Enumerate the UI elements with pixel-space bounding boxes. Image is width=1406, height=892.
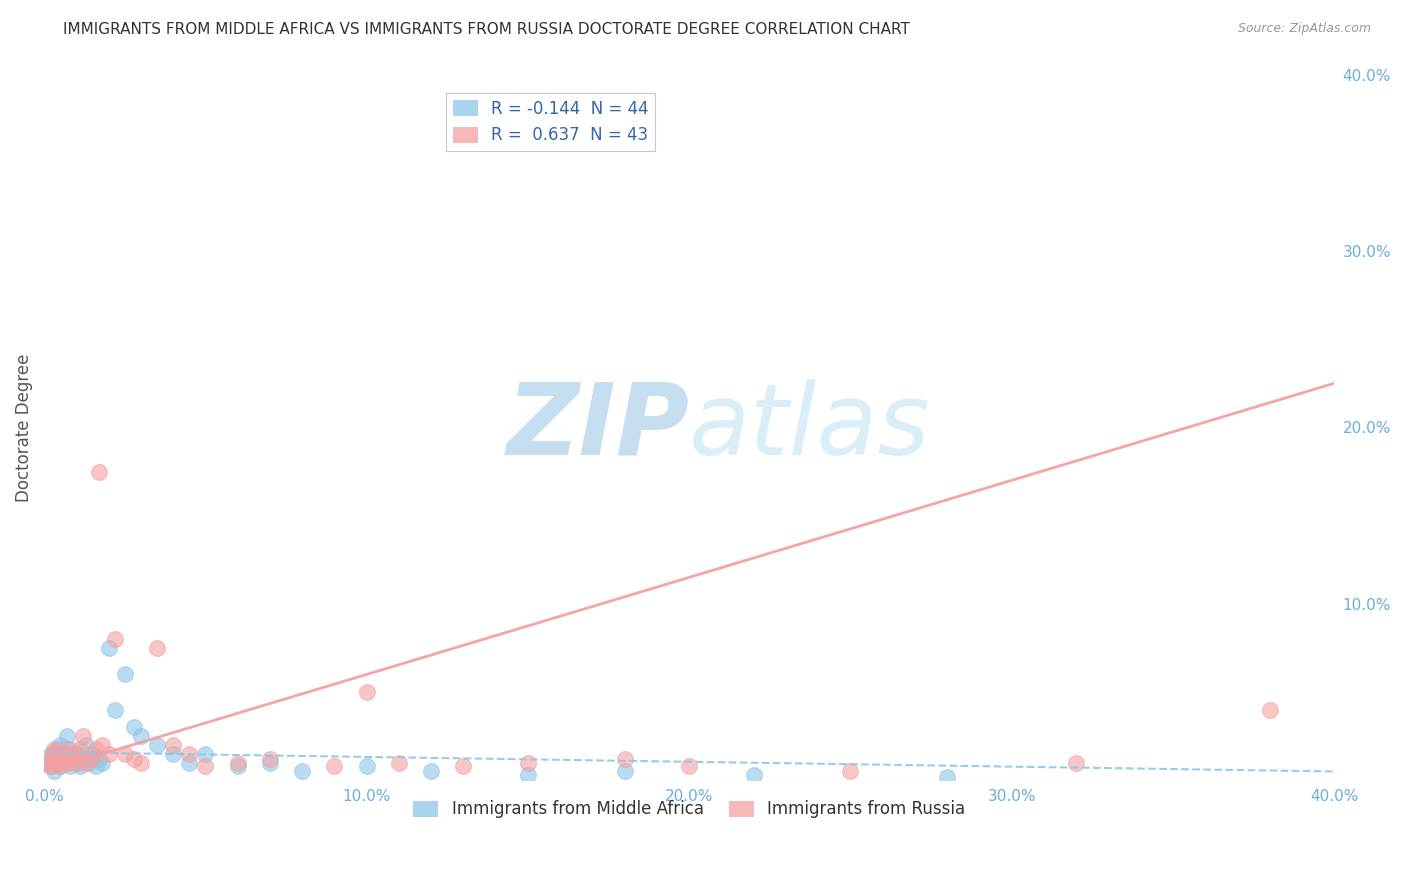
Point — [55, 756, 77, 770]
Point — [124, 752, 146, 766]
Point — [323, 759, 346, 773]
Point — [97, 640, 120, 655]
Point — [84, 741, 107, 756]
Point — [104, 703, 127, 717]
Text: Source: ZipAtlas.com: Source: ZipAtlas.com — [1237, 22, 1371, 36]
Point — [72, 752, 94, 766]
Point — [839, 764, 862, 779]
Y-axis label: Doctorate Degree: Doctorate Degree — [15, 353, 32, 501]
Point — [42, 747, 65, 761]
Point — [678, 759, 700, 773]
Point — [179, 756, 201, 770]
Point — [39, 759, 62, 773]
Point — [129, 756, 152, 770]
Point — [742, 768, 765, 782]
Point — [146, 640, 169, 655]
Point — [194, 759, 217, 773]
Point — [49, 759, 72, 773]
Point — [52, 752, 75, 766]
Point — [82, 752, 104, 766]
Point — [291, 764, 314, 779]
Legend: Immigrants from Middle Africa, Immigrants from Russia: Immigrants from Middle Africa, Immigrant… — [406, 794, 972, 825]
Point — [69, 759, 91, 773]
Point — [613, 752, 636, 766]
Point — [104, 632, 127, 647]
Point — [55, 741, 77, 756]
Point — [55, 756, 77, 770]
Point — [62, 752, 84, 766]
Point — [59, 741, 82, 756]
Point — [613, 764, 636, 779]
Point — [37, 756, 59, 770]
Text: atlas: atlas — [689, 379, 931, 476]
Point — [62, 752, 84, 766]
Point — [226, 756, 249, 770]
Point — [1258, 703, 1281, 717]
Point — [39, 752, 62, 766]
Point — [114, 667, 136, 681]
Point — [75, 756, 97, 770]
Point — [72, 729, 94, 743]
Point — [388, 756, 411, 770]
Point — [49, 759, 72, 773]
Point — [39, 759, 62, 773]
Text: ZIP: ZIP — [506, 379, 689, 476]
Point — [82, 747, 104, 761]
Point — [77, 756, 100, 770]
Point — [516, 768, 538, 782]
Point — [42, 741, 65, 756]
Point — [65, 747, 87, 761]
Point — [114, 747, 136, 761]
Point — [49, 738, 72, 752]
Point — [59, 747, 82, 761]
Point — [37, 756, 59, 770]
Point — [42, 752, 65, 766]
Point — [91, 738, 114, 752]
Point — [129, 729, 152, 743]
Point — [179, 747, 201, 761]
Point — [75, 738, 97, 752]
Point — [46, 756, 69, 770]
Point — [97, 747, 120, 761]
Point — [39, 747, 62, 761]
Point — [356, 685, 378, 699]
Point — [46, 756, 69, 770]
Point — [146, 738, 169, 752]
Point — [84, 759, 107, 773]
Point — [59, 759, 82, 773]
Point — [124, 720, 146, 734]
Point — [162, 747, 184, 761]
Point — [356, 759, 378, 773]
Point — [87, 752, 110, 766]
Point — [65, 756, 87, 770]
Point — [194, 747, 217, 761]
Point — [55, 729, 77, 743]
Point — [226, 759, 249, 773]
Point — [453, 759, 475, 773]
Point — [46, 741, 69, 756]
Point — [52, 747, 75, 761]
Point — [91, 756, 114, 770]
Point — [936, 770, 959, 784]
Point — [49, 747, 72, 761]
Point — [259, 756, 281, 770]
Text: IMMIGRANTS FROM MIDDLE AFRICA VS IMMIGRANTS FROM RUSSIA DOCTORATE DEGREE CORRELA: IMMIGRANTS FROM MIDDLE AFRICA VS IMMIGRA… — [63, 22, 910, 37]
Point — [420, 764, 443, 779]
Point — [65, 747, 87, 761]
Point — [65, 756, 87, 770]
Point — [87, 465, 110, 479]
Point — [42, 764, 65, 779]
Point — [259, 752, 281, 766]
Point — [52, 752, 75, 766]
Point — [69, 741, 91, 756]
Point — [162, 738, 184, 752]
Point — [516, 756, 538, 770]
Point — [1064, 756, 1087, 770]
